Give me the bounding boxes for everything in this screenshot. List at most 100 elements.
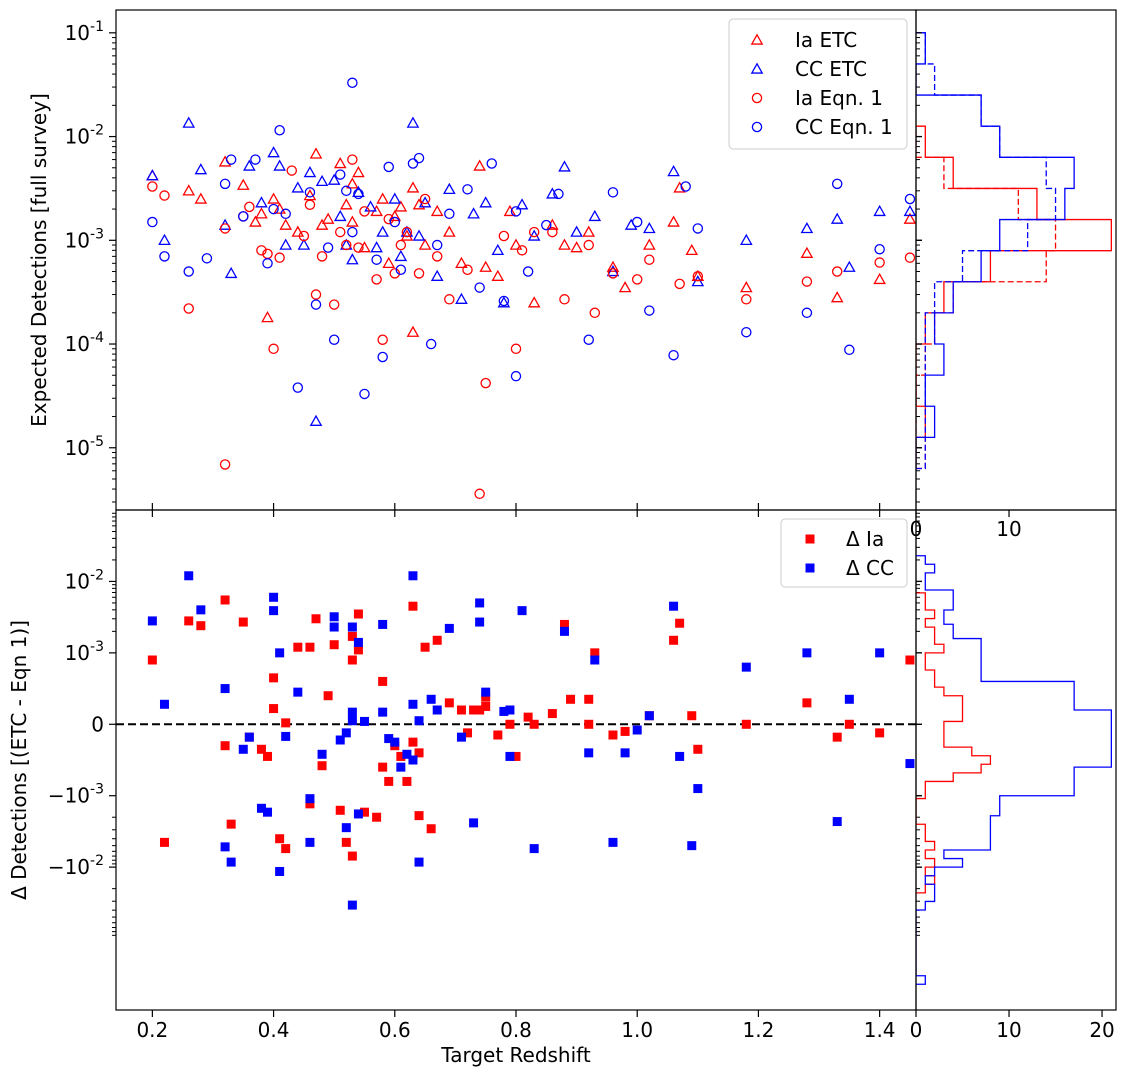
- data-point: [475, 598, 485, 608]
- data-point: [256, 744, 266, 754]
- data-point: [147, 216, 158, 228]
- data-point: [570, 241, 583, 253]
- bottom-right-hist-area: [916, 555, 1112, 985]
- data-point: [268, 203, 279, 215]
- legend-label: Ia Eqn. 1: [795, 86, 883, 110]
- data-point: [395, 264, 407, 276]
- data-point: [904, 252, 916, 263]
- data-point: [493, 730, 503, 740]
- data-point: [305, 799, 315, 809]
- data-point: [255, 196, 268, 208]
- data-point: [347, 716, 357, 726]
- data-point: [297, 238, 311, 250]
- data-point: [570, 225, 583, 237]
- data-point: [644, 711, 654, 721]
- data-point: [335, 805, 345, 815]
- data-point: [377, 351, 388, 363]
- data-point: [184, 571, 194, 581]
- data-point: [462, 184, 473, 195]
- data-point: [256, 803, 266, 813]
- data-point: [304, 187, 316, 198]
- data-point: [359, 388, 370, 400]
- data-point: [269, 592, 279, 602]
- data-point: [456, 732, 466, 742]
- data-point: [339, 198, 353, 210]
- data-point: [462, 264, 473, 276]
- data-point: [606, 264, 620, 277]
- x-tick-label: 0.6: [379, 1018, 411, 1042]
- data-point: [430, 269, 444, 281]
- data-point: [414, 811, 424, 821]
- data-point: [406, 181, 420, 193]
- data-point: [333, 156, 347, 169]
- data-point: [693, 744, 703, 754]
- data-point: [329, 640, 339, 650]
- data-point: [281, 844, 291, 854]
- data-point: [347, 655, 357, 665]
- data-point: [874, 243, 885, 255]
- data-point: [425, 338, 437, 350]
- data-point: [903, 204, 916, 217]
- data-point: [353, 637, 363, 647]
- data-point: [341, 239, 352, 251]
- data-point: [584, 719, 594, 729]
- data-point: [481, 701, 491, 711]
- data-point: [516, 245, 528, 256]
- data-point: [607, 187, 619, 198]
- data-point: [317, 749, 327, 759]
- data-point: [830, 212, 844, 224]
- legend-box: [728, 18, 908, 150]
- data-point: [408, 755, 418, 765]
- data-point: [244, 201, 255, 213]
- data-point: [692, 223, 704, 234]
- data-point: [509, 238, 523, 250]
- data-point: [413, 152, 425, 164]
- data-point: [608, 837, 618, 847]
- data-point: [607, 268, 619, 279]
- data-point: [196, 621, 206, 631]
- data-point: [693, 784, 703, 794]
- data-point: [432, 705, 442, 715]
- data-point: [873, 272, 886, 285]
- data-point: [323, 691, 333, 701]
- data-point: [183, 303, 194, 314]
- data-point: [267, 146, 280, 158]
- data-point: [667, 165, 680, 177]
- data-point: [566, 694, 576, 704]
- data-point: [479, 196, 493, 208]
- data-point: [620, 726, 630, 736]
- data-point: [402, 749, 412, 759]
- data-point: [874, 257, 885, 268]
- data-point: [831, 266, 843, 277]
- legend-marker: [751, 121, 763, 133]
- data-point: [739, 281, 753, 293]
- y-tick-label: 10-2: [65, 123, 104, 149]
- data-point: [183, 266, 194, 277]
- data-point: [674, 278, 685, 290]
- top-main-legend: Ia ETC CC ETC Ia Eqn. 1 CC Eqn. 1: [728, 18, 908, 150]
- data-point: [269, 606, 279, 616]
- data-point: [372, 812, 382, 822]
- data-point: [844, 694, 854, 704]
- data-point: [873, 204, 886, 217]
- data-point: [226, 857, 236, 867]
- data-point: [194, 192, 208, 204]
- data-point: [220, 595, 230, 605]
- data-point: [402, 776, 412, 786]
- data-point: [408, 571, 418, 581]
- data-point: [680, 181, 691, 192]
- data-point: [378, 707, 388, 717]
- data-point: [291, 181, 305, 193]
- data-point: [498, 295, 510, 307]
- data-point: [377, 334, 388, 345]
- legend-label: Δ Ia: [846, 527, 884, 551]
- data-point: [455, 292, 468, 304]
- data-point: [523, 712, 533, 722]
- data-point: [353, 645, 363, 655]
- data-point: [418, 196, 432, 208]
- data-point: [546, 187, 559, 199]
- data-point: [503, 204, 517, 217]
- data-point: [905, 655, 915, 665]
- data-point: [226, 819, 236, 829]
- data-point: [347, 851, 357, 861]
